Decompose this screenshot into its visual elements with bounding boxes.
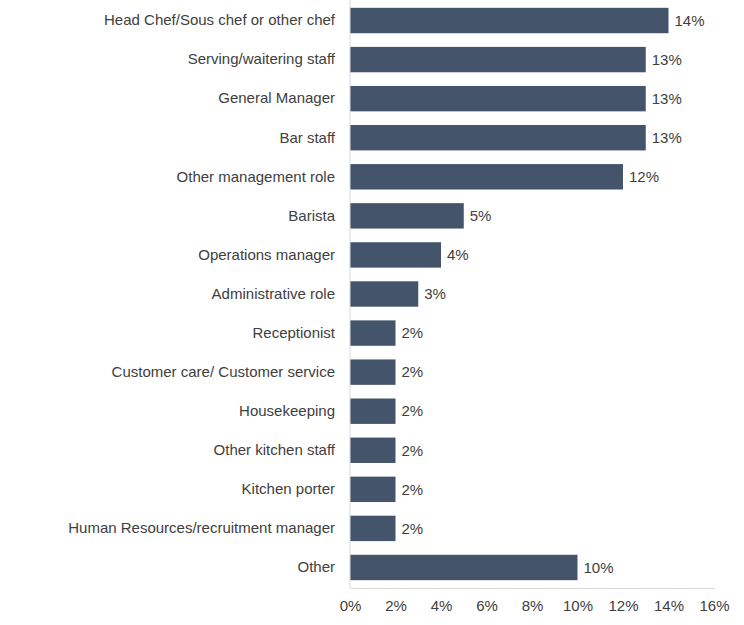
category-label: Head Chef/Sous chef or other chef: [104, 11, 336, 28]
tick-label: 6%: [476, 597, 498, 614]
data-label: 2%: [402, 442, 424, 459]
tick: 12%: [608, 597, 638, 614]
category-label: Other: [297, 558, 335, 575]
tick-label: 0%: [340, 597, 362, 614]
category-label: Barista: [288, 207, 335, 224]
category-label: Other management role: [177, 168, 335, 185]
data-label: 2%: [402, 402, 424, 419]
category-label: Human Resources/recruitment manager: [68, 519, 335, 536]
tick: Receptionist: [252, 324, 335, 341]
tick: 0%: [340, 597, 362, 614]
data-label: 2%: [402, 363, 424, 380]
bar: [350, 8, 669, 33]
tick: Human Resources/recruitment manager: [68, 519, 335, 536]
category-label: Serving/waitering staff: [188, 50, 336, 67]
data-label: 12%: [629, 168, 659, 185]
bar: [350, 438, 396, 463]
bar: [350, 516, 396, 541]
axis-line: [351, 588, 715, 589]
data-labels: 14% 13% 13% 13% 12% 5% 4% 3% 2% 2% 2% 2% 2% 2% 10%: [402, 12, 705, 576]
bars: [350, 8, 669, 580]
tick-label: 12%: [608, 597, 638, 614]
tick: Other: [297, 558, 335, 575]
data-label: 14%: [675, 12, 705, 29]
bar: [350, 47, 646, 72]
axis-line: [350, 0, 351, 588]
bar: [350, 86, 646, 111]
tick: Bar staff: [279, 129, 335, 146]
tick: Operations manager: [198, 246, 335, 263]
tick: 8%: [522, 597, 544, 614]
data-label: 5%: [470, 207, 492, 224]
category-label: Kitchen porter: [242, 480, 335, 497]
tick-label: 4%: [431, 597, 453, 614]
tick: Administrative role: [212, 285, 335, 302]
bar: [350, 359, 396, 384]
bar: [350, 164, 623, 189]
tick: 10%: [563, 597, 593, 614]
tick: Barista: [288, 207, 335, 224]
tick: Other management role: [177, 168, 335, 185]
category-label: Customer care/ Customer service: [112, 363, 335, 380]
bar: [350, 399, 396, 424]
bar: [350, 125, 646, 150]
tick-label: 8%: [522, 597, 544, 614]
data-label: 10%: [584, 559, 614, 576]
tick: Kitchen porter: [242, 480, 335, 497]
tick: Customer care/ Customer service: [112, 363, 335, 380]
data-label: 2%: [402, 520, 424, 537]
bar: [350, 203, 464, 228]
bar: [350, 242, 441, 267]
tick-label: 10%: [563, 597, 593, 614]
tick: General Manager: [218, 89, 335, 106]
category-label: Receptionist: [252, 324, 335, 341]
tick: 6%: [476, 597, 498, 614]
tick-label: 2%: [385, 597, 407, 614]
data-label: 2%: [402, 481, 424, 498]
data-label: 4%: [447, 246, 469, 263]
x-axis: 0% 2% 4% 6% 8% 10% 12% 14% 16%: [340, 589, 730, 614]
data-label: 13%: [652, 51, 682, 68]
bar: [350, 320, 396, 345]
data-label: 2%: [402, 324, 424, 341]
tick: Housekeeping: [239, 402, 335, 419]
tick-label: 14%: [654, 597, 684, 614]
category-label: General Manager: [218, 89, 335, 106]
data-label: 13%: [652, 90, 682, 107]
tick: Other kitchen staff: [214, 441, 336, 458]
bar: [350, 555, 578, 580]
chart: 0% 2% 4% 6% 8% 10% 12% 14% 16% Head Chef/Sous che…: [0, 0, 744, 625]
category-label: Bar staff: [279, 129, 335, 146]
y-axis: Head Chef/Sous chef or other chef Serving…: [68, 0, 350, 588]
category-label: Operations manager: [198, 246, 335, 263]
tick: 4%: [431, 597, 453, 614]
category-label: Administrative role: [212, 285, 335, 302]
data-label: 13%: [652, 129, 682, 146]
tick: 14%: [654, 597, 684, 614]
category-label: Housekeeping: [239, 402, 335, 419]
plot: 0% 2% 4% 6% 8% 10% 12% 14% 16% Head Chef/Sous che…: [68, 0, 729, 614]
bar: [350, 477, 396, 502]
data-label: 3%: [424, 285, 446, 302]
bar: [350, 281, 418, 306]
tick: 16%: [699, 597, 729, 614]
tick-label: 16%: [699, 597, 729, 614]
tick: Serving/waitering staff: [188, 50, 336, 67]
tick: Head Chef/Sous chef or other chef: [104, 11, 336, 28]
tick: 2%: [385, 597, 407, 614]
category-label: Other kitchen staff: [214, 441, 336, 458]
